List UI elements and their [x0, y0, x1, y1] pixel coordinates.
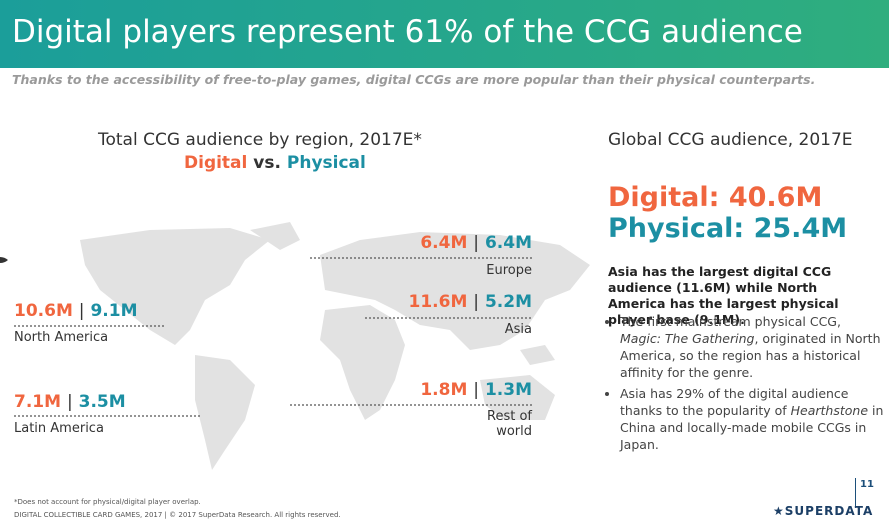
region-name: Rest of world — [487, 409, 532, 439]
legend-vs: vs. — [253, 153, 281, 173]
bullets: The first mainstream physical CCG, Magic… — [608, 313, 885, 453]
footnote: *Does not account for physical/digital p… — [14, 498, 201, 506]
legend-physical: Physical — [286, 153, 366, 173]
bullet-em: Magic: The Gathering — [620, 331, 755, 346]
separator: | — [473, 292, 480, 312]
continents — [80, 222, 590, 470]
region-values: 7.1M | 3.5M — [14, 392, 126, 412]
region-name: Latin America — [14, 421, 104, 436]
logo: ★SUPERDATA — [773, 504, 874, 518]
global-digital: Digital: 40.6M — [608, 182, 823, 213]
global-physical: Physical: 25.4M — [608, 213, 848, 244]
header-band — [0, 0, 889, 68]
region-name: Asia — [504, 322, 532, 337]
leader-lines — [14, 257, 532, 417]
separator: | — [66, 392, 73, 412]
bullet-text: The first mainstream physical CCG, — [620, 314, 841, 329]
region-name: North America — [14, 330, 109, 345]
bullet-rest: in China and locally-made mobile CCGs in… — [620, 403, 884, 452]
bullet-em: Hearthstone — [790, 403, 869, 418]
region-values: 10.6M | 9.1M — [14, 301, 138, 321]
bullet: The first mainstream physical CCG, Magic… — [620, 313, 885, 381]
digital-value: 6.4M — [420, 233, 468, 253]
separator: | — [473, 380, 480, 400]
bullet-rest: , originated in North America, so the re… — [620, 331, 881, 380]
physical-value: 6.4M — [484, 233, 532, 253]
physical-value: 5.2M — [484, 292, 532, 312]
map-title: Total CCG audience by region, 2017E* — [98, 130, 422, 150]
separator: | — [473, 233, 480, 253]
bullet: Asia has 29% of the digital audience tha… — [620, 385, 885, 453]
digital-value: 7.1M — [14, 392, 62, 412]
copyright: DIGITAL COLLECTIBLE CARD GAMES, 2017 | ©… — [14, 511, 341, 519]
edge-icon — [0, 257, 8, 263]
physical-value: 9.1M — [90, 301, 138, 321]
title: Digital players represent 61% of the CCG… — [12, 14, 803, 50]
region-name: Europe — [486, 263, 532, 278]
separator: | — [78, 301, 85, 321]
region-values: 11.6M | 5.2M — [409, 292, 533, 312]
subtitle: Thanks to the accessibility of free-to-p… — [12, 72, 816, 87]
legend: Digital vs. Physical — [184, 153, 366, 173]
digital-value: 10.6M — [14, 301, 73, 321]
legend-digital: Digital — [184, 153, 248, 173]
digital-value: 1.8M — [420, 380, 468, 400]
logo-text: SUPERDATA — [784, 504, 874, 518]
bullet-text: Asia has 29% of the digital audience tha… — [620, 386, 849, 418]
region-values: 6.4M | 6.4M — [420, 233, 532, 253]
global-title: Global CCG audience, 2017E — [608, 130, 853, 150]
physical-value: 3.5M — [78, 392, 126, 412]
lead: Asia has the largest digital CCG audienc… — [608, 264, 839, 327]
page-number: 11 — [860, 479, 874, 490]
digital-value: 11.6M — [408, 292, 468, 312]
region-values: 1.8M | 1.3M — [420, 380, 532, 400]
physical-value: 1.3M — [484, 380, 532, 400]
